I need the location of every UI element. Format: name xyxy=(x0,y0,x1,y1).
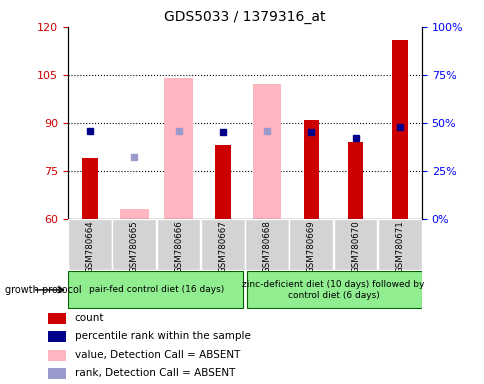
Text: GSM780665: GSM780665 xyxy=(130,220,138,273)
Bar xyxy=(347,142,363,219)
Text: zinc-deficient diet (10 days) followed by
control diet (6 days): zinc-deficient diet (10 days) followed b… xyxy=(242,280,424,300)
Text: GSM780670: GSM780670 xyxy=(350,220,359,273)
Text: pair-fed control diet (16 days): pair-fed control diet (16 days) xyxy=(89,285,224,295)
Bar xyxy=(244,219,288,270)
Bar xyxy=(333,219,377,270)
Text: growth protocol: growth protocol xyxy=(5,285,81,295)
Bar xyxy=(214,145,230,219)
Bar xyxy=(246,271,421,308)
Text: value, Detection Call = ABSENT: value, Detection Call = ABSENT xyxy=(75,350,240,360)
Bar xyxy=(47,349,66,361)
Bar xyxy=(47,313,66,324)
Text: rank, Detection Call = ABSENT: rank, Detection Call = ABSENT xyxy=(75,368,234,378)
Bar xyxy=(47,331,66,342)
Bar xyxy=(164,78,193,219)
Bar xyxy=(112,219,156,270)
Text: percentile rank within the sample: percentile rank within the sample xyxy=(75,331,250,341)
Title: GDS5033 / 1379316_at: GDS5033 / 1379316_at xyxy=(164,10,325,25)
Text: GSM780669: GSM780669 xyxy=(306,220,315,273)
Bar xyxy=(68,219,112,270)
Text: GSM780666: GSM780666 xyxy=(174,220,182,273)
Text: GSM780668: GSM780668 xyxy=(262,220,271,273)
Text: count: count xyxy=(75,313,104,323)
Text: GSM780664: GSM780664 xyxy=(85,220,94,273)
Bar xyxy=(68,271,242,308)
Bar xyxy=(47,368,66,379)
Bar xyxy=(289,219,333,270)
Bar xyxy=(303,120,318,219)
Bar xyxy=(377,219,421,270)
Bar xyxy=(252,84,281,219)
Bar xyxy=(120,209,149,219)
Text: GSM780667: GSM780667 xyxy=(218,220,227,273)
Bar xyxy=(82,158,98,219)
Bar xyxy=(200,219,244,270)
Bar xyxy=(156,219,200,270)
Text: GSM780671: GSM780671 xyxy=(394,220,404,273)
Bar xyxy=(391,40,407,219)
